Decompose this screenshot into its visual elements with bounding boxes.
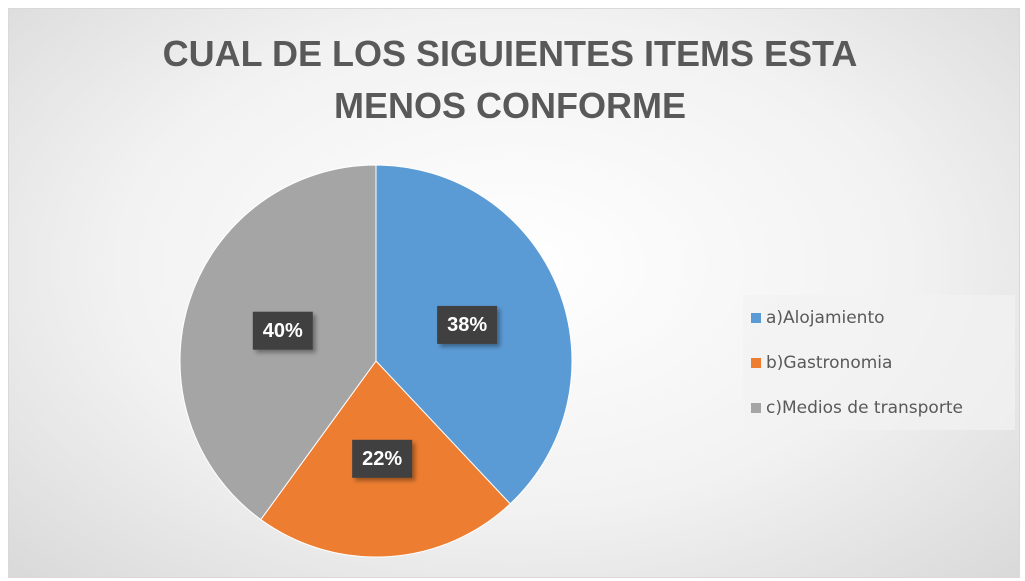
data-label-box bbox=[437, 305, 498, 344]
data-label: 40% bbox=[263, 320, 303, 342]
data-label-box bbox=[352, 439, 413, 478]
chart-title: CUAL DE LOS SIGUIENTES ITEMS ESTA MENOS … bbox=[162, 33, 858, 126]
legend-box bbox=[743, 295, 1015, 430]
data-label-box bbox=[252, 311, 313, 350]
legend-swatch bbox=[751, 358, 761, 368]
legend-label: a)Alojamiento bbox=[766, 308, 885, 328]
legend-label: c)Medios de transporte bbox=[766, 398, 963, 418]
legend-swatch bbox=[751, 403, 761, 413]
data-label: 22% bbox=[362, 448, 402, 470]
data-label: 38% bbox=[447, 314, 487, 336]
legend-swatch bbox=[751, 313, 761, 323]
legend-label: b)Gastronomia bbox=[766, 353, 892, 373]
